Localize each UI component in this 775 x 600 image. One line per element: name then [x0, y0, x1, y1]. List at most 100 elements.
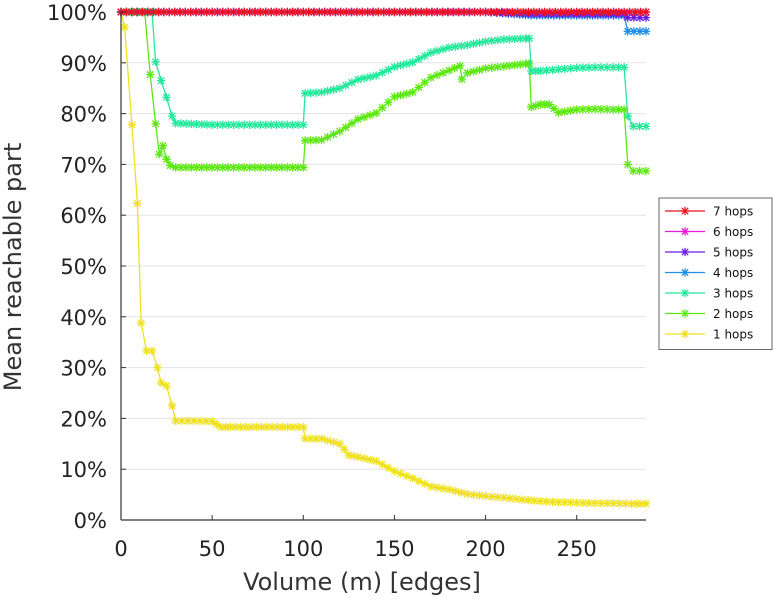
- data-point: [556, 7, 565, 17]
- data-point: [635, 122, 644, 131]
- tick-labels: 0% 10% 20% 30% 40% 50% 60% 70% 80% 90% 100% 0 50 100 1…: [47, 1, 597, 561]
- data-point: [162, 93, 171, 102]
- legend-item-6-hops: 6 hops: [665, 225, 753, 239]
- data-point: [566, 64, 575, 73]
- data-point: [133, 199, 142, 208]
- x-tick-label: 50: [199, 537, 226, 561]
- data-point: [426, 48, 436, 57]
- y-axis-label: Mean reachable part: [0, 143, 27, 391]
- y-tick-label: 30%: [60, 357, 107, 381]
- legend-label: 7 hops: [713, 205, 753, 219]
- data-point: [560, 107, 569, 116]
- data-point: [336, 7, 345, 17]
- y-tick-label: 80%: [60, 103, 107, 127]
- data-point: [365, 72, 375, 82]
- data-point: [554, 108, 563, 117]
- legend-marker: [680, 329, 690, 339]
- legend-label: 5 hops: [713, 246, 753, 260]
- data-point: [525, 34, 534, 43]
- data-point: [525, 59, 534, 68]
- data-point: [475, 38, 484, 47]
- data-point: [619, 63, 629, 72]
- data-point: [602, 499, 612, 508]
- data-point: [457, 74, 467, 84]
- data-point: [623, 27, 632, 36]
- data-point: [469, 39, 478, 48]
- legend-marker: [680, 268, 690, 277]
- data-point: [353, 452, 363, 462]
- data-point: [136, 318, 146, 328]
- legend-label: 3 hops: [713, 287, 753, 301]
- data-point: [299, 163, 308, 172]
- data-point: [481, 64, 490, 73]
- data-point: [463, 40, 472, 50]
- data-point: [359, 454, 369, 463]
- data-point: [347, 119, 357, 128]
- data-point: [359, 74, 369, 83]
- legend-box: [658, 197, 773, 350]
- data-point: [535, 7, 544, 17]
- data-point: [463, 68, 472, 78]
- legend-item-1-hops: 1 hops: [665, 328, 753, 342]
- data-point: [341, 123, 350, 132]
- series-line-2-hops: [121, 11, 646, 172]
- legend-label: 1 hops: [713, 328, 753, 342]
- data-point: [293, 7, 303, 17]
- data-point: [475, 65, 484, 75]
- series-lines: [116, 7, 651, 508]
- data-point: [309, 7, 319, 17]
- data-point: [426, 482, 436, 491]
- data-point: [408, 58, 417, 67]
- data-point: [493, 62, 502, 72]
- data-point: [432, 483, 442, 492]
- data-point: [641, 499, 651, 508]
- data-point: [390, 92, 399, 101]
- data-point: [154, 7, 163, 17]
- data-point: [469, 490, 478, 499]
- data-point: [444, 43, 454, 52]
- data-point: [455, 61, 465, 71]
- legend: 7 hops 6 hops 5 hops 4 hops 3 hops 2 hops 1 ho…: [658, 197, 773, 350]
- legend-marker: [680, 227, 690, 236]
- legend-item-2-hops: 2 hops: [665, 307, 753, 321]
- data-point: [151, 57, 160, 66]
- legend-marker: [680, 206, 690, 216]
- data-point: [299, 120, 308, 129]
- data-point: [267, 422, 277, 432]
- data-point: [623, 160, 632, 169]
- data-point: [641, 27, 651, 36]
- data-point: [432, 46, 442, 56]
- data-point: [396, 469, 405, 478]
- data-point: [596, 63, 606, 72]
- data-point: [451, 486, 460, 496]
- data-point: [378, 103, 387, 112]
- data-point: [396, 61, 405, 70]
- data-point: [365, 455, 375, 464]
- data-point: [323, 86, 332, 96]
- data-point: [352, 7, 362, 17]
- data-point: [596, 105, 606, 114]
- data-point: [358, 7, 367, 17]
- y-tick-label: 0%: [74, 509, 107, 533]
- data-point: [317, 434, 326, 443]
- data-point: [372, 108, 381, 118]
- data-point: [408, 88, 417, 97]
- data-point: [499, 493, 508, 502]
- data-point: [151, 119, 160, 128]
- x-axis-label: Volume (m) [edges]: [243, 568, 481, 596]
- y-tick-label: 40%: [60, 306, 107, 330]
- data-point: [487, 63, 496, 72]
- y-tick-label: 70%: [60, 153, 107, 177]
- y-tick-label: 10%: [60, 458, 107, 482]
- legend-marker: [680, 247, 690, 257]
- data-point: [621, 499, 630, 508]
- data-point: [545, 100, 554, 109]
- data-point: [641, 166, 651, 176]
- data-point: [420, 78, 429, 87]
- data-point: [402, 471, 411, 481]
- data-point: [153, 363, 162, 372]
- legend-item-7-hops: 7 hops: [665, 205, 753, 219]
- data-point: [414, 83, 423, 92]
- data-point: [511, 494, 521, 504]
